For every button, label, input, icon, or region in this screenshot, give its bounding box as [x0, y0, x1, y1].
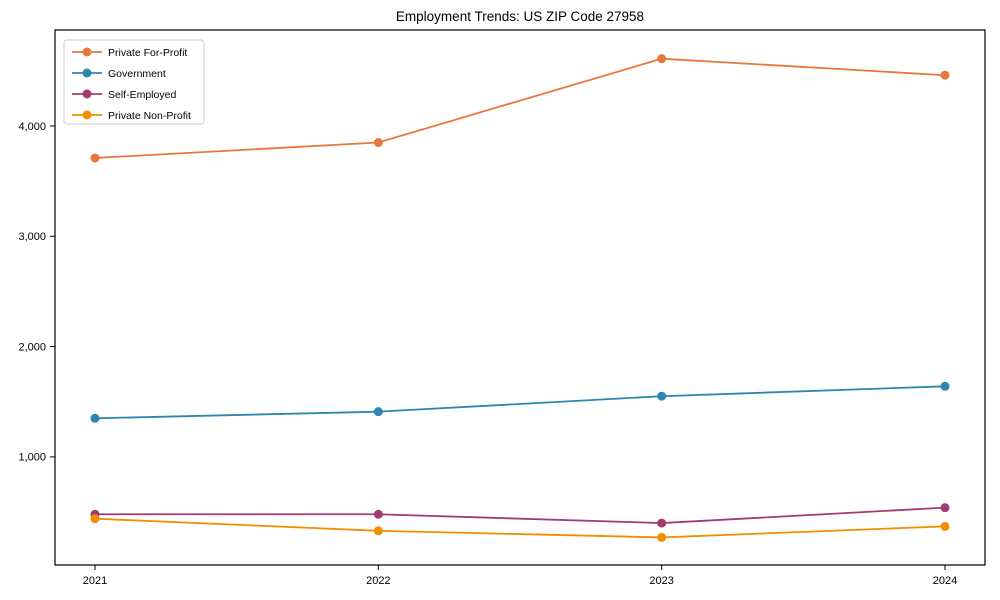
legend-label: Private Non-Profit — [108, 110, 191, 122]
data-point — [940, 381, 950, 391]
plot-area: 1,000 2,000 3,000 4,000 2021 2022 2023 2024 Priv… — [18, 29, 986, 587]
series-line — [94, 517, 946, 539]
data-point — [657, 391, 667, 401]
data-point — [657, 518, 667, 528]
y-tick-label: 1,000 — [18, 452, 46, 464]
x-tick-label: 2024 — [933, 575, 957, 587]
series-line — [94, 57, 946, 159]
data-point — [940, 70, 950, 80]
series-line — [94, 385, 946, 420]
legend-box — [63, 39, 205, 125]
legend-label: Government — [108, 68, 166, 80]
data-point — [940, 521, 950, 531]
x-tick-label: 2021 — [83, 575, 107, 587]
data-point — [90, 153, 100, 163]
legend-label: Private For-Profit — [108, 47, 187, 59]
plot-border — [54, 29, 986, 566]
y-tick-label: 3,000 — [18, 231, 46, 243]
chart-title: Employment Trends: US ZIP Code 27958 — [396, 9, 644, 24]
x-tick-label: 2023 — [649, 575, 673, 587]
data-point — [373, 509, 383, 519]
legend-marker — [82, 89, 92, 99]
data-point — [373, 407, 383, 417]
data-point — [373, 138, 383, 148]
legend-marker — [82, 68, 92, 78]
data-point — [657, 54, 667, 64]
y-tick-label: 4,000 — [18, 121, 46, 133]
data-point — [657, 532, 667, 542]
data-point — [90, 413, 100, 423]
data-point — [940, 503, 950, 513]
legend-label: Self-Employed — [108, 89, 176, 101]
y-tick-label: 2,000 — [18, 341, 46, 353]
x-tick-label: 2022 — [366, 575, 390, 587]
legend-marker — [82, 110, 92, 120]
data-point — [90, 514, 100, 524]
legend-marker — [82, 47, 92, 57]
data-point — [373, 526, 383, 536]
series-line — [95, 506, 946, 524]
